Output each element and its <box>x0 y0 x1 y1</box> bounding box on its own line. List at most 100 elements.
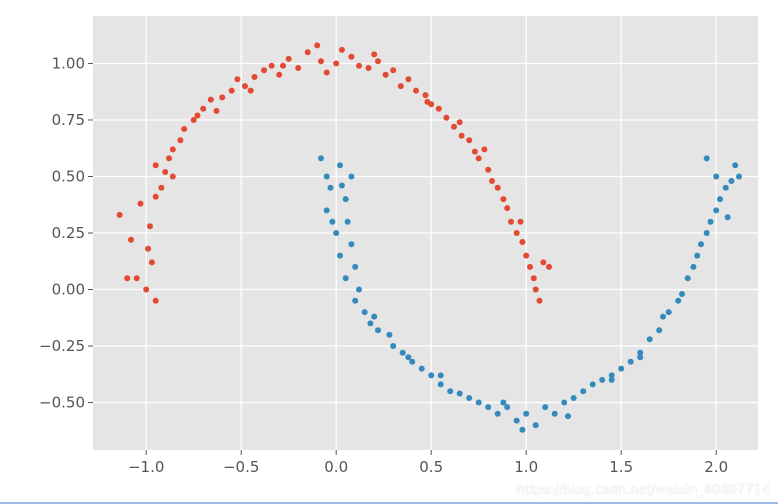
scatter-point <box>333 60 340 67</box>
scatter-point <box>599 376 606 383</box>
x-tick-label: 1.5 <box>609 458 633 476</box>
scatter-point <box>375 58 381 65</box>
scatter-point <box>261 67 267 74</box>
scatter-point <box>724 214 731 221</box>
scatter-point <box>703 230 710 236</box>
scatter-point <box>665 309 672 316</box>
scatter-point <box>251 74 258 80</box>
scatter-point <box>713 207 720 214</box>
scatter-point <box>169 173 176 180</box>
scatter-point <box>337 252 343 259</box>
scatter-point <box>158 184 165 191</box>
scatter-point <box>382 71 389 78</box>
scatter-point <box>329 218 336 225</box>
scatter-point <box>371 313 378 320</box>
scatter-point <box>352 297 359 304</box>
scatter-point <box>675 297 682 304</box>
scatter-point <box>589 381 596 388</box>
scatter-point <box>728 178 735 184</box>
y-tick-label: 0.75 <box>52 111 85 129</box>
scatter-point <box>228 87 235 94</box>
scatter-point <box>684 275 691 282</box>
scatter-point <box>679 291 685 297</box>
scatter-point <box>494 410 501 417</box>
scatter-point <box>508 218 514 225</box>
scatter-point <box>565 413 571 420</box>
scatter-point <box>147 223 153 230</box>
scatter-point <box>523 410 530 417</box>
scatter-point <box>116 211 123 218</box>
x-tick-label: 0.0 <box>324 458 348 476</box>
scatter-point <box>219 94 226 101</box>
scatter-point <box>207 96 214 103</box>
scatter-point <box>200 105 207 112</box>
scatter-point <box>513 417 520 424</box>
y-tick-label: 0.00 <box>52 281 85 299</box>
x-tick-label: −0.5 <box>223 458 259 476</box>
scatter-point <box>344 218 351 225</box>
scatter-point <box>513 230 520 236</box>
scatter-point <box>456 390 463 397</box>
scatter-point <box>646 336 653 343</box>
scatter-point <box>736 173 742 180</box>
scatter-point <box>637 349 644 356</box>
watermark-text: https://blog.csdn.net/weixin_40807714 <box>516 483 770 498</box>
scatter-point <box>485 166 492 173</box>
scatter-point <box>437 372 444 379</box>
scatter-point <box>618 365 625 372</box>
y-tick-label: 0.50 <box>52 167 85 185</box>
scatter-point <box>517 218 524 225</box>
scatter-point <box>698 241 704 248</box>
scatter-point <box>323 69 330 76</box>
scatter-point <box>732 162 739 169</box>
scatter-point <box>608 376 615 383</box>
scatter-point <box>181 126 188 132</box>
y-tick-label: −0.25 <box>39 337 85 355</box>
scatter-point <box>280 62 286 69</box>
scatter-point <box>418 365 425 372</box>
scatter-point <box>722 184 729 191</box>
scatter-point <box>437 381 444 388</box>
scatter-point <box>424 98 431 105</box>
x-tick-label: 1.0 <box>514 458 538 476</box>
scatter-point <box>348 173 355 180</box>
scatter-point <box>713 173 720 180</box>
scatter-point <box>318 58 324 65</box>
scatter-point <box>717 196 723 203</box>
x-tick-label: 0.5 <box>419 458 443 476</box>
scatter-point <box>608 372 615 379</box>
scatter-point <box>475 155 482 162</box>
scatter-point <box>481 146 488 153</box>
scatter-point <box>456 119 463 126</box>
scatter-point <box>542 404 549 411</box>
scatter-point <box>466 137 473 144</box>
scatter-point <box>371 51 378 58</box>
series-0 <box>116 42 552 304</box>
scatter-point <box>707 218 714 225</box>
scatter-point <box>390 67 397 74</box>
scatter-point <box>166 155 172 162</box>
scatter-point <box>342 196 349 203</box>
scatter-point <box>397 83 404 90</box>
scatter-point <box>348 53 355 60</box>
scatter-point <box>337 162 343 169</box>
scatter-point <box>356 286 362 293</box>
scatter-point <box>367 320 374 327</box>
y-tick-label: 1.00 <box>52 54 85 72</box>
scatter-point <box>413 87 419 94</box>
scatter-point <box>540 259 547 266</box>
scatter-point <box>213 107 220 114</box>
window-bottom-edge <box>0 502 778 504</box>
scatter-point <box>519 426 526 433</box>
scatter-point <box>580 388 587 395</box>
scatter-point <box>504 404 511 411</box>
scatter-point <box>561 399 568 406</box>
data-points <box>116 42 742 433</box>
scatter-point <box>451 123 457 130</box>
scatter-point <box>500 196 507 203</box>
scatter-point <box>386 331 393 338</box>
scatter-point <box>532 422 539 429</box>
x-tick-label: −1.0 <box>128 458 164 476</box>
scatter-point <box>128 236 134 243</box>
